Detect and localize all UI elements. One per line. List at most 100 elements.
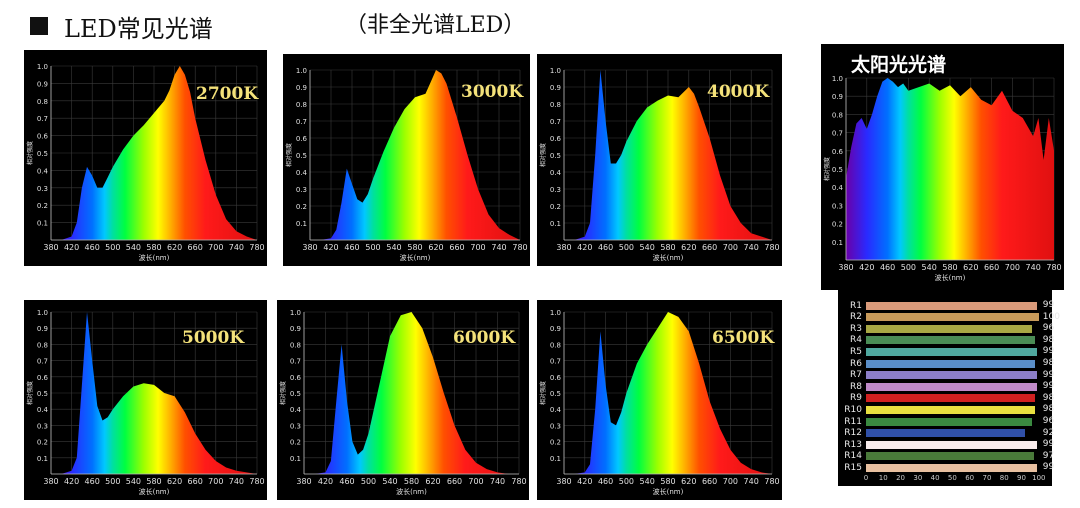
y-axis-label: 相对强度 bbox=[823, 157, 831, 181]
y-axis-label: 相对强度 bbox=[285, 143, 293, 167]
x-tick-label: 620 bbox=[428, 243, 443, 252]
y-tick-label: 0.6 bbox=[832, 148, 844, 156]
x-tick-label: 700 bbox=[470, 243, 485, 252]
spectrum-chart-4000k: 380 420 460 500 540 580 620 660 700 740 780 0.1 0.2 0… bbox=[537, 54, 782, 266]
x-tick-label: 620 bbox=[167, 477, 182, 486]
spectrum-area bbox=[564, 312, 772, 474]
cri-bar bbox=[866, 440, 1038, 449]
y-tick-label: 0.8 bbox=[37, 98, 48, 106]
spectrum-plot: 380 420 460 500 540 580 620 660 700 740 780 0.1 0.2 0… bbox=[26, 309, 265, 496]
x-tick-label: 420 bbox=[577, 477, 592, 486]
x-tick-label: 380 bbox=[556, 243, 571, 252]
cri-label: R6 bbox=[850, 358, 862, 369]
x-tick-label: 500 bbox=[105, 243, 120, 252]
cri-value-label: 99 bbox=[1042, 381, 1055, 392]
cri-label: R1 bbox=[850, 300, 862, 311]
x-tick-label: 380 bbox=[43, 477, 58, 486]
cri-bar bbox=[866, 463, 1038, 472]
y-tick-label: 0.4 bbox=[37, 406, 49, 414]
x-tick-label: 660 bbox=[702, 477, 717, 486]
spectrum-plot: 380 420 460 500 540 580 620 660 700 740 780 0.1 0.2 0… bbox=[539, 309, 780, 496]
x-tick-label: 660 bbox=[702, 243, 717, 252]
cri-bar bbox=[866, 313, 1039, 322]
y-tick-label: 0.2 bbox=[550, 203, 561, 211]
y-tick-label: 0.2 bbox=[550, 439, 561, 447]
cri-value-label: 97 bbox=[1042, 450, 1055, 461]
y-tick-label: 0.1 bbox=[290, 455, 301, 463]
x-tick-label: 620 bbox=[681, 477, 696, 486]
x-tick-label: 740 bbox=[490, 477, 505, 486]
cri-x-tick-label: 70 bbox=[982, 474, 992, 482]
cri-bar bbox=[866, 405, 1036, 414]
y-tick-label: 0.4 bbox=[550, 169, 562, 177]
page-subtitle: （非全光谱LED） bbox=[345, 13, 526, 38]
x-tick-label: 780 bbox=[764, 477, 779, 486]
x-tick-label: 580 bbox=[942, 263, 957, 272]
cct-label: 4000K bbox=[707, 82, 770, 102]
x-tick-label: 660 bbox=[188, 477, 203, 486]
y-tick-label: 0.3 bbox=[296, 186, 307, 194]
y-tick-label: 0.7 bbox=[37, 115, 48, 123]
spectrum-plot: 380 420 460 500 540 580 620 660 700 740 780 0.1 0.2 0… bbox=[539, 67, 780, 262]
y-tick-label: 0.7 bbox=[37, 358, 48, 366]
cct-label: 3000K bbox=[461, 82, 524, 102]
x-tick-label: 660 bbox=[984, 263, 999, 272]
spectrum-area bbox=[51, 66, 257, 240]
cri-x-tick-label: 80 bbox=[999, 474, 1009, 482]
x-tick-label: 460 bbox=[85, 477, 100, 486]
x-tick-label: 460 bbox=[598, 477, 613, 486]
cri-value-label: 98 bbox=[1042, 392, 1055, 403]
y-tick-label: 0.9 bbox=[37, 325, 48, 333]
spectrum-area bbox=[564, 70, 772, 240]
cri-label: R13 bbox=[844, 439, 862, 450]
spectrum-chart-5000k: 380 420 460 500 540 580 620 660 700 740 780 0.1 0.2 0… bbox=[24, 300, 267, 500]
cri-row: R15 bbox=[838, 462, 1038, 473]
x-tick-label: 500 bbox=[619, 243, 634, 252]
cct-label: 6500K bbox=[712, 328, 775, 348]
x-tick-label: 420 bbox=[323, 243, 338, 252]
y-axis-label: 相对强度 bbox=[539, 381, 547, 405]
y-tick-label: 0.2 bbox=[37, 439, 48, 447]
cri-x-tick-label: 20 bbox=[896, 474, 906, 482]
cri-x-tick-label: 100 bbox=[1032, 474, 1046, 482]
cri-row: R9 bbox=[838, 393, 1036, 404]
y-tick-label: 1.0 bbox=[290, 309, 301, 317]
y-tick-label: 0.1 bbox=[296, 220, 307, 228]
x-tick-label: 540 bbox=[386, 243, 401, 252]
cri-label: R7 bbox=[850, 370, 862, 381]
cri-value-label: 98 bbox=[1042, 358, 1055, 368]
cri-bar bbox=[866, 429, 1025, 438]
sunlight-spectrum-chart: 380 420 460 500 540 580 620 660 700 740 780 0.1 0.2 0… bbox=[821, 44, 1064, 290]
x-tick-label: 780 bbox=[1046, 263, 1061, 272]
x-tick-label: 420 bbox=[318, 477, 333, 486]
cri-label: R4 bbox=[850, 335, 862, 346]
cri-value-label: 96 bbox=[1042, 323, 1055, 334]
cri-row: R10 bbox=[838, 404, 1036, 415]
y-tick-label: 0.4 bbox=[832, 184, 844, 192]
x-tick-label: 660 bbox=[449, 243, 464, 252]
cri-row: R1 bbox=[838, 300, 1038, 311]
y-tick-label: 0.4 bbox=[550, 406, 562, 414]
x-tick-label: 620 bbox=[425, 477, 440, 486]
x-tick-label: 540 bbox=[126, 243, 141, 252]
y-tick-label: 0.6 bbox=[290, 374, 302, 382]
y-tick-label: 0.3 bbox=[37, 422, 48, 430]
y-tick-label: 0.9 bbox=[37, 80, 48, 88]
cri-bar bbox=[866, 301, 1038, 310]
y-tick-label: 0.3 bbox=[37, 185, 48, 193]
cri-label: R15 bbox=[844, 462, 862, 473]
y-tick-label: 0.6 bbox=[37, 133, 49, 141]
x-tick-label: 500 bbox=[901, 263, 916, 272]
x-tick-label: 620 bbox=[963, 263, 978, 272]
y-tick-label: 0.9 bbox=[550, 84, 561, 92]
x-tick-label: 380 bbox=[838, 263, 853, 272]
cri-bar bbox=[866, 394, 1036, 403]
x-tick-label: 500 bbox=[619, 477, 634, 486]
square-icon bbox=[30, 17, 48, 35]
page-title: LED常见光谱 bbox=[64, 14, 213, 43]
y-tick-label: 0.6 bbox=[550, 374, 562, 382]
y-tick-label: 0.7 bbox=[550, 358, 561, 366]
sun-title: 太阳光光谱 bbox=[851, 54, 947, 76]
y-tick-label: 0.9 bbox=[550, 325, 561, 333]
y-tick-label: 0.8 bbox=[37, 341, 48, 349]
